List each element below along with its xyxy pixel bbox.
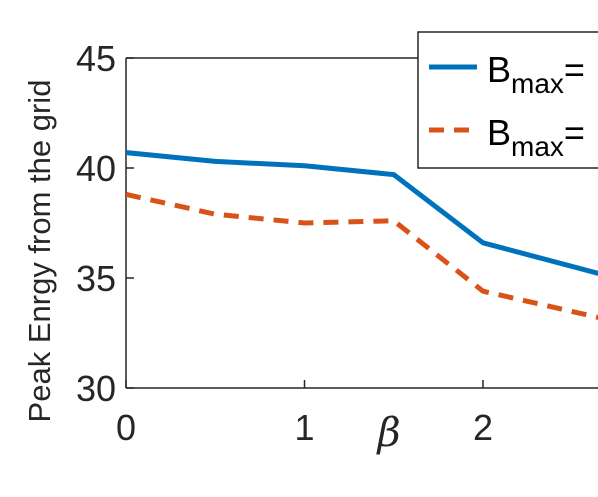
legend-label-series-1: Bmax=: [487, 49, 585, 99]
y-tick-label: 45: [76, 38, 116, 79]
legend-box: [417, 31, 598, 169]
x-tick-label: 2: [473, 407, 493, 448]
x-tick-label: 1: [294, 407, 314, 448]
x-tick-label: 0: [116, 407, 136, 448]
legend: Bmax= Bmax=: [417, 31, 598, 169]
series-line-1: [126, 150, 598, 276]
y-ticks: 30 35 40 45: [76, 38, 134, 409]
y-tick-label: 40: [76, 148, 116, 189]
y-axis-label: Peak Enrgy from the grid: [22, 80, 57, 423]
legend-label-series-2: Bmax=: [487, 112, 585, 162]
x-ticks: 0 1 2: [116, 380, 493, 448]
y-tick-label: 35: [76, 258, 116, 299]
y-tick-label: 30: [76, 368, 116, 409]
series-line-2: [126, 191, 598, 320]
x-axis-label: β: [375, 410, 400, 456]
series-layer: [126, 150, 598, 320]
